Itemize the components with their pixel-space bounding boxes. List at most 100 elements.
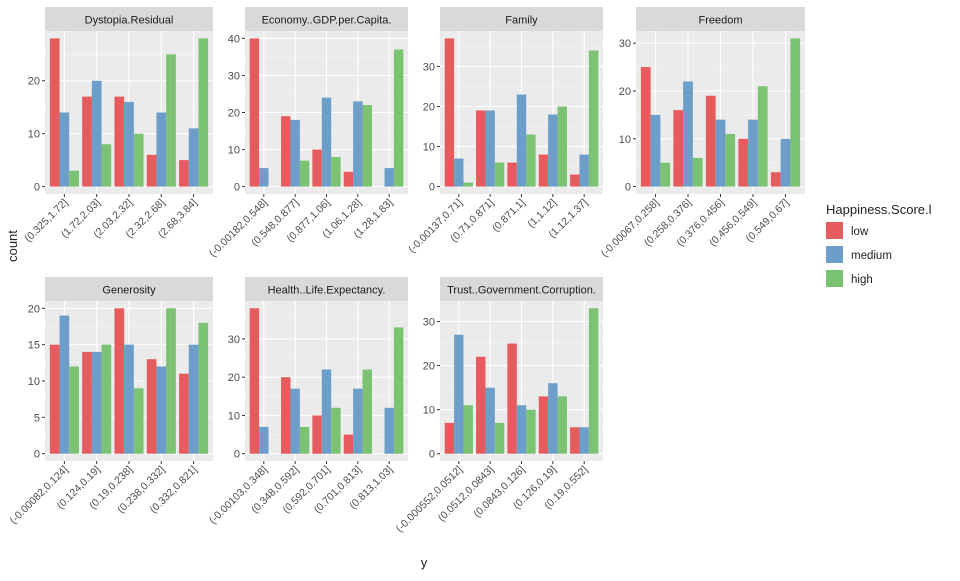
bar-high — [69, 170, 79, 187]
bar-high — [660, 162, 671, 187]
facet-title: Generosity — [102, 285, 156, 297]
x-tick-label: (-0.00137,0.71] — [406, 197, 465, 256]
bar-high — [331, 156, 341, 187]
bar-low — [444, 422, 455, 454]
y-tick-label: 10 — [423, 142, 435, 154]
bar-high — [393, 327, 404, 454]
bar-medium — [59, 315, 70, 454]
bar-low — [49, 344, 60, 454]
legend-key-medium — [826, 246, 843, 263]
bar-low — [249, 38, 260, 187]
bar-high — [757, 86, 768, 187]
bar-medium — [188, 344, 199, 454]
y-tick-label: 10 — [228, 145, 240, 157]
bar-low — [312, 149, 322, 187]
bar-high — [362, 105, 372, 187]
y-tick-label: 20 — [28, 303, 40, 315]
bar-low — [673, 110, 684, 187]
bar-medium — [548, 383, 558, 454]
bar-high — [494, 422, 505, 454]
bar-low — [179, 160, 189, 187]
bar-low — [179, 373, 189, 454]
bar-medium — [715, 119, 726, 187]
bar-low — [640, 67, 651, 187]
facet-strip — [45, 277, 213, 301]
bar-low — [343, 171, 354, 187]
y-tick-label: 10 — [28, 376, 40, 388]
bar-high — [526, 134, 536, 187]
x-tick-label: (0.0512,0.0843] — [436, 464, 497, 525]
y-tick-label: 20 — [423, 101, 435, 113]
bar-high — [557, 106, 567, 187]
facet-panel: Health..Life.Expectancy.0102030(-0.00103… — [207, 277, 408, 527]
bar-high — [299, 426, 310, 454]
y-tick-label: 10 — [228, 410, 240, 422]
bar-medium — [683, 81, 693, 187]
bar-low — [312, 415, 322, 454]
legend-title: Happiness.Score.l — [826, 202, 932, 217]
facet-title: Health..Life.Expectancy. — [268, 285, 386, 297]
bar-low — [444, 38, 455, 187]
y-tick-label: 30 — [619, 38, 631, 50]
y-tick-label: 20 — [228, 372, 240, 384]
x-tick-label: (0.871,1] — [490, 197, 528, 235]
bar-high — [526, 409, 536, 454]
facet-panel: Dystopia.Residual01020(0.325,1.72](1.72,… — [22, 7, 213, 245]
y-tick-label: 0 — [34, 182, 40, 194]
bar-high — [101, 144, 112, 187]
legend-label-low: low — [851, 226, 869, 238]
y-tick-label: 0 — [625, 182, 631, 194]
bar-medium — [548, 114, 558, 187]
bar-medium — [124, 344, 134, 454]
bar-medium — [579, 154, 589, 187]
bar-low — [570, 174, 580, 187]
bar-low — [343, 434, 354, 454]
bar-medium — [384, 407, 394, 454]
y-tick-label: 5 — [34, 412, 40, 424]
bar-medium — [156, 366, 167, 454]
bar-high — [588, 308, 599, 454]
y-tick-label: 20 — [28, 76, 40, 88]
x-axis-title: y — [421, 555, 428, 570]
bar-high — [166, 54, 176, 187]
facet-title: Trust..Government.Corruption. — [447, 285, 596, 297]
y-tick-label: 10 — [619, 134, 631, 146]
bar-high — [725, 134, 736, 187]
y-tick-label: 30 — [228, 334, 240, 346]
facet-panel: Generosity05101520(-0.00082,0.124](0.124… — [8, 277, 213, 527]
y-tick-label: 0 — [34, 449, 40, 461]
legend-label-medium: medium — [851, 250, 892, 262]
bar-low — [82, 96, 92, 187]
bar-medium — [780, 138, 791, 187]
bar-medium — [454, 158, 464, 187]
bar-medium — [485, 110, 495, 187]
bar-high — [463, 405, 473, 454]
bar-medium — [516, 405, 527, 454]
bar-medium — [748, 119, 758, 187]
bar-low — [281, 377, 291, 454]
legend: Happiness.Score.l low medium high — [826, 202, 932, 287]
bar-low — [507, 162, 517, 187]
facet-strip — [636, 7, 805, 31]
bar-medium — [384, 168, 394, 187]
bar-high — [692, 157, 703, 187]
y-tick-label: 20 — [228, 108, 240, 120]
bar-high — [463, 182, 473, 187]
facet-strip — [45, 7, 213, 31]
facet-panel: Family0102030(-0.00137,0.71](0.71,0.871]… — [406, 7, 603, 255]
bar-medium — [650, 114, 661, 187]
y-tick-label: 20 — [423, 361, 435, 373]
y-tick-label: 0 — [234, 449, 240, 461]
y-tick-label: 10 — [28, 129, 40, 141]
bar-medium — [353, 388, 363, 454]
facet-panel: Freedom0102030(-0.00067,0.258](0.258,0.3… — [599, 7, 805, 260]
facet-title: Family — [505, 15, 538, 27]
bar-low — [146, 359, 157, 454]
y-tick-label: 0 — [429, 182, 435, 194]
bar-medium — [485, 387, 495, 454]
bar-medium — [259, 168, 269, 187]
bar-low — [570, 427, 580, 454]
y-tick-label: 30 — [228, 70, 240, 82]
bar-low — [249, 308, 260, 454]
